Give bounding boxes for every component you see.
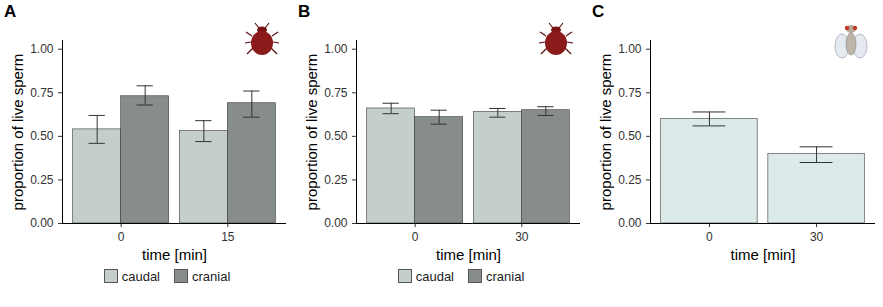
svg-text:0.25: 0.25 — [30, 173, 54, 187]
svg-text:proportion of live sperm: proportion of live sperm — [9, 54, 26, 211]
svg-text:30: 30 — [515, 230, 529, 244]
svg-text:0.25: 0.25 — [324, 173, 348, 187]
svg-text:0.75: 0.75 — [30, 86, 54, 100]
html-text:cranial: cranial — [486, 268, 525, 284]
svg-text:0.00: 0.00 — [30, 216, 54, 230]
html-text:C: C — [592, 2, 605, 21]
svg-text:0.50: 0.50 — [324, 129, 348, 143]
html-text:cranial: cranial — [192, 268, 231, 284]
svg-text:0: 0 — [412, 230, 419, 244]
svg-text:time [min]: time [min] — [436, 246, 501, 263]
svg-text:proportion of live sperm: proportion of live sperm — [597, 54, 614, 211]
svg-text:0.50: 0.50 — [30, 129, 54, 143]
svg-text:30: 30 — [810, 230, 824, 244]
svg-text:0.00: 0.00 — [618, 216, 642, 230]
svg-text:time [min]: time [min] — [142, 246, 207, 263]
svg-text:0.50: 0.50 — [618, 129, 642, 143]
svg-text:time [min]: time [min] — [730, 246, 795, 263]
svg-text:0.75: 0.75 — [618, 86, 642, 100]
svg-text:0.25: 0.25 — [618, 173, 642, 187]
svg-text:proportion of live sperm: proportion of live sperm — [303, 54, 320, 211]
svg-text:1.00: 1.00 — [30, 42, 54, 56]
html-text:caudal: caudal — [121, 268, 160, 284]
svg-text:15: 15 — [221, 230, 235, 244]
svg-text:0.00: 0.00 — [324, 216, 348, 230]
svg-text:0.75: 0.75 — [324, 86, 348, 100]
html-text:B: B — [298, 2, 311, 21]
svg-text:1.00: 1.00 — [324, 42, 348, 56]
svg-text:0: 0 — [706, 230, 713, 244]
svg-text:1.00: 1.00 — [618, 42, 642, 56]
html-text:A: A — [4, 2, 17, 21]
svg-text:0: 0 — [118, 230, 125, 244]
html-text:caudal: caudal — [415, 268, 454, 284]
